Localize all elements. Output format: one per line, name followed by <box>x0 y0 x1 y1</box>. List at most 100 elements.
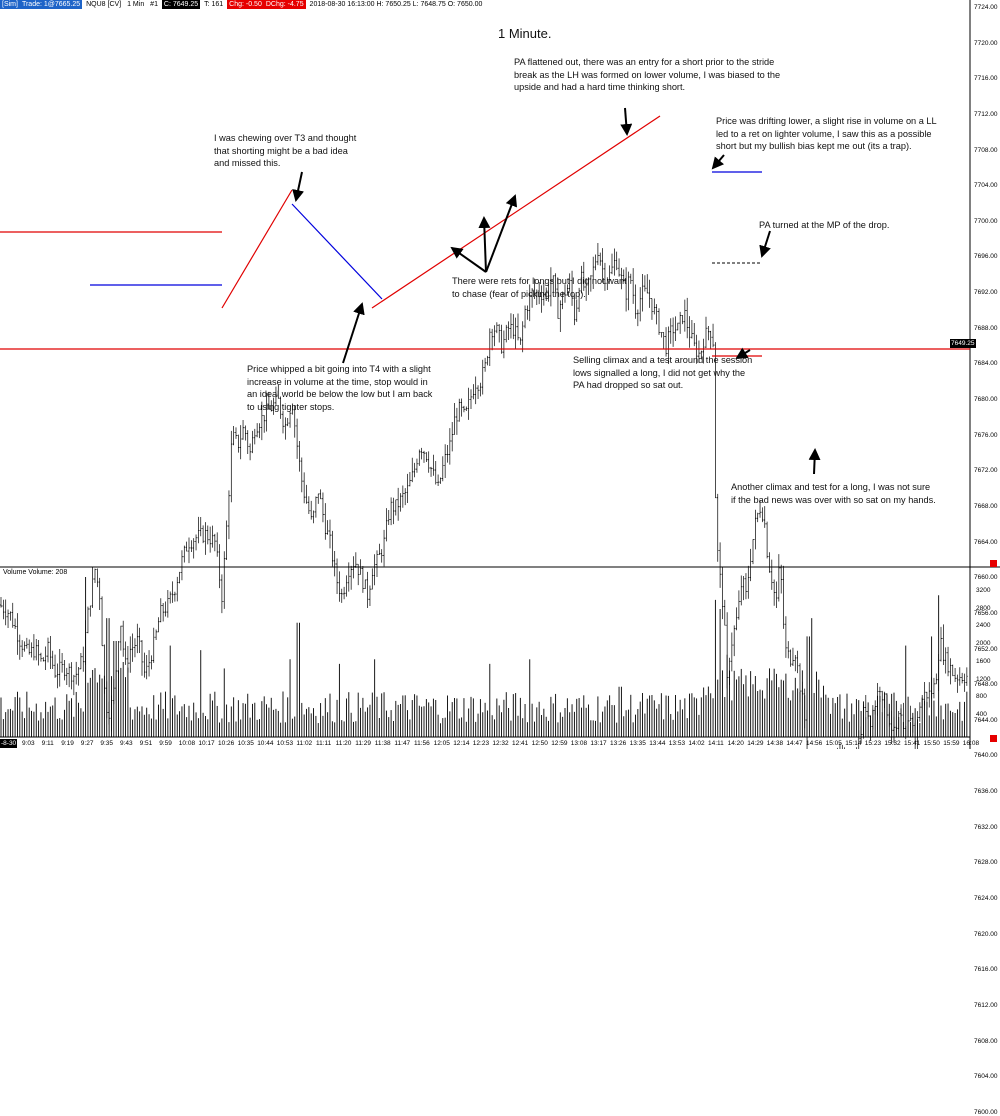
ohlc-bar <box>942 624 945 665</box>
ohlc-bar <box>35 639 38 661</box>
ohlc-bar <box>79 652 82 670</box>
ohlc-bar <box>378 543 381 556</box>
ohlc-bar <box>143 652 146 678</box>
ohlc-bar <box>94 568 96 583</box>
ohlc-bar <box>246 430 249 454</box>
ohlc-bar <box>686 297 689 339</box>
ohlc-bar <box>549 267 552 307</box>
price-chart[interactable] <box>0 0 1000 749</box>
ohlc-bar <box>672 317 675 347</box>
ohlc-bar <box>918 702 921 722</box>
ohlc-bar <box>615 251 618 271</box>
ohlc-bar <box>643 275 646 292</box>
ohlc-bar <box>839 743 841 749</box>
pane-scroll-marker-bottom[interactable] <box>990 735 997 742</box>
ohlc-bar <box>411 457 414 483</box>
ohlc-bar <box>16 613 19 655</box>
pane-scroll-marker-top[interactable] <box>990 560 997 567</box>
ohlc-bar <box>599 252 602 266</box>
ohlc-bar <box>658 308 660 335</box>
ohlc-bar <box>331 530 334 567</box>
ohlc-bar <box>397 487 400 521</box>
ohlc-bar <box>531 288 534 308</box>
ohlc-bar <box>954 668 957 682</box>
ohlc-bar <box>620 267 623 290</box>
ohlc-bar <box>465 406 468 411</box>
ohlc-bar <box>338 571 341 602</box>
ohlc-bar <box>491 328 494 351</box>
price-axis-label: 7608.00 <box>974 1037 998 1045</box>
ohlc-bar <box>458 398 461 422</box>
ohlc-bar <box>227 490 230 540</box>
ohlc-bar <box>768 552 771 573</box>
ohlc-bar <box>171 581 174 603</box>
ohlc-bar <box>594 254 597 271</box>
volume-axis-label: 3200 <box>976 587 991 594</box>
chart-toolbar: [Sim] Trade: 1@7665.25 NQU8 [CV] 1 Min #1… <box>0 0 1000 9</box>
ohlc-bar <box>618 258 621 277</box>
trade-badge[interactable]: Trade: 1@7665.25 <box>19 0 83 9</box>
ohlc-bar <box>613 248 616 276</box>
note-rets: There were rets for longs but I did not … <box>452 276 627 299</box>
ohlc-bar <box>25 637 28 649</box>
ohlc-bar <box>568 273 571 292</box>
note-climax2: Another climax and test for a long, I wa… <box>731 482 936 505</box>
ohlc-bar <box>408 472 411 487</box>
ohlc-bar <box>303 472 306 504</box>
arrow-rets-1 <box>450 246 487 273</box>
ohlc-bar <box>467 387 470 420</box>
ohlc-bar <box>634 284 637 319</box>
price-axis-label: 7716.00 <box>974 75 998 83</box>
ohlc-bar <box>401 485 404 508</box>
ohlc-bar <box>312 510 315 524</box>
ohlc-bar <box>286 418 289 427</box>
price-axis-label: 7616.00 <box>974 966 998 974</box>
ohlc-bar <box>150 655 153 670</box>
time-axis-label: 15:14 <box>845 740 862 747</box>
ohlc-bar <box>770 559 773 590</box>
ohlc-bar <box>202 525 205 544</box>
chart-title: 1 Minute. <box>498 26 552 41</box>
ohlc-bar <box>188 537 190 564</box>
ohlc-bar <box>641 274 644 312</box>
ohlc-bar <box>225 520 228 560</box>
ohlc-bar <box>963 673 966 692</box>
ohlc-bar <box>366 571 369 608</box>
ohlc-bar <box>392 497 395 525</box>
ohlc-bar <box>470 389 472 409</box>
time-axis-label: 10:08 <box>178 740 196 747</box>
time-axis-label: 9:35 <box>100 740 114 747</box>
ohlc-bar <box>37 640 40 666</box>
interval-label[interactable]: 1 Min <box>127 1 145 8</box>
ohlc-bar <box>535 289 538 306</box>
ohlc-bar <box>14 618 17 630</box>
ohlc-bar <box>756 512 759 523</box>
price-axis-label: 7628.00 <box>974 859 998 867</box>
ohlc-bar <box>486 355 489 366</box>
ohlc-bar <box>794 655 797 672</box>
time-axis-label: 11:56 <box>414 740 430 747</box>
sim-badge[interactable]: [Sim] <box>0 0 20 9</box>
ohlc-bar <box>293 405 296 438</box>
price-axis-label: 7712.00 <box>974 110 998 118</box>
ohlc-bar <box>347 562 350 592</box>
ohlc-bar <box>655 304 658 325</box>
dchg-badge: DChg: -4.75 <box>263 0 306 9</box>
ohlc-bar <box>354 552 357 568</box>
ohlc-bar <box>841 744 843 749</box>
price-axis-label: 7688.00 <box>974 324 998 332</box>
ohlc-bar <box>481 359 484 395</box>
arrow-mp <box>759 230 771 258</box>
symbol-label[interactable]: NQU8 [CV] <box>86 1 122 8</box>
ohlc-bar <box>406 473 409 503</box>
ohlc-bar <box>65 667 68 685</box>
arrow-t4 <box>342 302 365 364</box>
ohlc-bar <box>404 488 407 506</box>
ohlc-bar <box>258 423 261 439</box>
ohlc-bar <box>580 265 583 294</box>
ohlc-bar <box>242 420 245 440</box>
time-axis-label: 10:53 <box>276 740 294 747</box>
ohlc-bar <box>521 321 524 353</box>
ohlc-bar <box>709 330 712 349</box>
price-axis-label: 7668.00 <box>974 502 998 510</box>
